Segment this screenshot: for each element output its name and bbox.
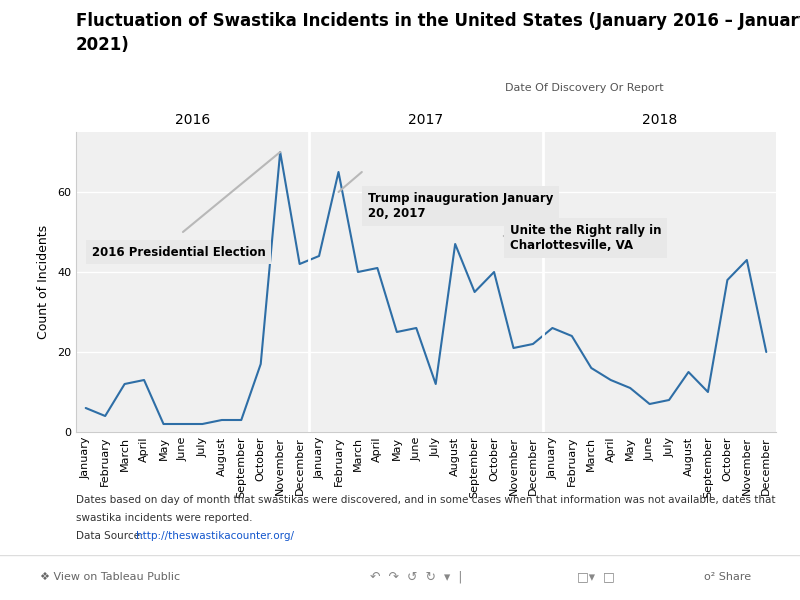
Text: Trump inauguration January
20, 2017: Trump inauguration January 20, 2017 <box>368 192 553 220</box>
Text: ❖ View on Tableau Public: ❖ View on Tableau Public <box>40 572 180 582</box>
Text: http://theswastikacounter.org/: http://theswastikacounter.org/ <box>136 531 294 541</box>
Text: Data Source:: Data Source: <box>76 531 147 541</box>
Text: o² Share: o² Share <box>705 572 751 582</box>
Text: Dates based on day of month that swastikas were discovered, and in some cases wh: Dates based on day of month that swastik… <box>76 495 775 505</box>
Text: □▾  □: □▾ □ <box>577 571 623 584</box>
Text: 2018: 2018 <box>642 113 677 127</box>
Text: Unite the Right rally in
Charlottesville, VA: Unite the Right rally in Charlottesville… <box>510 224 661 252</box>
Text: ↶  ↷  ↺  ↻  ▾  |: ↶ ↷ ↺ ↻ ▾ | <box>370 571 462 584</box>
Text: 2021): 2021) <box>76 36 130 54</box>
Text: 2017: 2017 <box>409 113 443 127</box>
Text: Date Of Discovery Or Report: Date Of Discovery Or Report <box>505 83 663 93</box>
Y-axis label: Count of Incidents: Count of Incidents <box>37 225 50 339</box>
Text: 2016: 2016 <box>175 113 210 127</box>
Text: Fluctuation of Swastika Incidents in the United States (January 2016 – January: Fluctuation of Swastika Incidents in the… <box>76 12 800 30</box>
Text: 2016 Presidential Election: 2016 Presidential Election <box>91 245 266 259</box>
Text: swastika incidents were reported.: swastika incidents were reported. <box>76 513 253 523</box>
